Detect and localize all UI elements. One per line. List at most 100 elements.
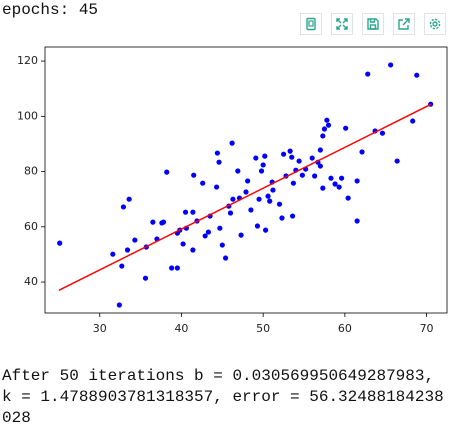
data-point — [174, 265, 180, 271]
data-point — [230, 196, 236, 202]
expand-button[interactable] — [331, 13, 353, 35]
x-tick-label: 30 — [93, 322, 107, 335]
data-point — [190, 209, 196, 215]
data-point — [290, 180, 296, 186]
data-point — [142, 275, 149, 281]
y-tick-label: 40 — [24, 275, 38, 288]
data-point — [287, 148, 293, 154]
data-point — [116, 302, 122, 308]
data-point — [191, 172, 197, 178]
data-point — [324, 117, 330, 123]
data-point — [262, 153, 268, 159]
save-button[interactable] — [362, 13, 384, 35]
data-point — [219, 242, 225, 248]
data-point — [124, 247, 131, 253]
x-tick-label: 50 — [256, 322, 270, 335]
data-point — [320, 185, 326, 191]
data-point — [289, 213, 296, 219]
data-point — [235, 168, 241, 174]
data-point — [379, 130, 386, 136]
data-point — [248, 207, 254, 213]
data-point — [253, 155, 259, 161]
epochs-text: epochs: 45 — [2, 1, 99, 19]
data-point — [216, 159, 222, 165]
data-point — [267, 198, 273, 204]
data-point — [205, 229, 212, 235]
data-point — [213, 184, 220, 190]
data-point — [126, 196, 132, 202]
data-point — [169, 265, 175, 271]
data-point — [256, 196, 262, 202]
data-point — [414, 72, 420, 78]
data-point — [180, 241, 186, 247]
data-point — [190, 247, 196, 253]
data-point — [57, 240, 63, 246]
data-point — [245, 178, 251, 184]
copy-button[interactable] — [300, 13, 322, 35]
output-line: k = 1.4788903781318357, error = 56.32488… — [2, 388, 444, 406]
data-point — [279, 215, 285, 221]
data-point — [309, 155, 315, 161]
data-point — [270, 187, 276, 193]
data-point — [299, 172, 305, 178]
data-point — [365, 71, 371, 77]
toolbar — [300, 13, 446, 35]
data-point — [343, 125, 349, 131]
data-point — [410, 118, 416, 124]
data-point — [243, 189, 249, 195]
data-point — [254, 223, 261, 229]
share-button[interactable] — [393, 13, 415, 35]
data-point — [312, 173, 318, 179]
data-point — [332, 181, 338, 187]
data-point — [229, 140, 235, 146]
data-point — [200, 180, 206, 186]
data-point — [320, 133, 326, 139]
data-point — [296, 158, 302, 164]
data-point — [394, 158, 400, 164]
data-point — [317, 163, 323, 169]
x-tick-label: 40 — [174, 322, 188, 335]
chart: 30 40 50 60 70 40 60 80 100 120 — [17, 46, 448, 335]
data-point — [280, 151, 287, 157]
fit-line — [58, 103, 431, 292]
data-point — [354, 178, 360, 184]
x-tick-label: 60 — [338, 322, 352, 335]
plot-frame — [44, 46, 448, 314]
data-point — [222, 255, 229, 261]
data-point — [354, 218, 360, 224]
data-point — [265, 193, 271, 199]
data-point — [150, 219, 156, 225]
data-point — [321, 126, 328, 132]
data-point — [276, 201, 283, 207]
data-point — [317, 147, 323, 153]
data-point — [202, 233, 208, 239]
output-line: After 50 iterations b = 0.03056995064928… — [2, 367, 435, 385]
data-point — [119, 263, 125, 269]
y-tick-label: 60 — [24, 220, 38, 233]
data-point — [336, 184, 342, 190]
output-line: 028 — [2, 409, 31, 427]
data-point — [328, 175, 334, 181]
data-point — [388, 62, 394, 68]
data-point — [263, 227, 269, 233]
data-point — [227, 210, 234, 216]
y-tick-label: 80 — [24, 165, 38, 178]
data-point — [182, 209, 189, 215]
data-point — [359, 149, 365, 155]
x-tick-label: 70 — [420, 322, 434, 335]
output-text: After 50 iterations b = 0.03056995064928… — [2, 366, 444, 429]
y-tick-label: 120 — [17, 54, 38, 67]
data-point — [260, 162, 266, 168]
data-point — [164, 169, 170, 175]
data-point — [132, 237, 138, 243]
data-point — [338, 175, 345, 181]
y-tick-label: 100 — [17, 109, 38, 122]
data-point — [120, 204, 127, 210]
data-point — [258, 168, 265, 174]
data-point — [345, 195, 351, 201]
data-point — [160, 219, 167, 225]
data-point — [217, 225, 223, 231]
settings-button[interactable] — [424, 13, 446, 35]
data-point — [214, 150, 221, 156]
